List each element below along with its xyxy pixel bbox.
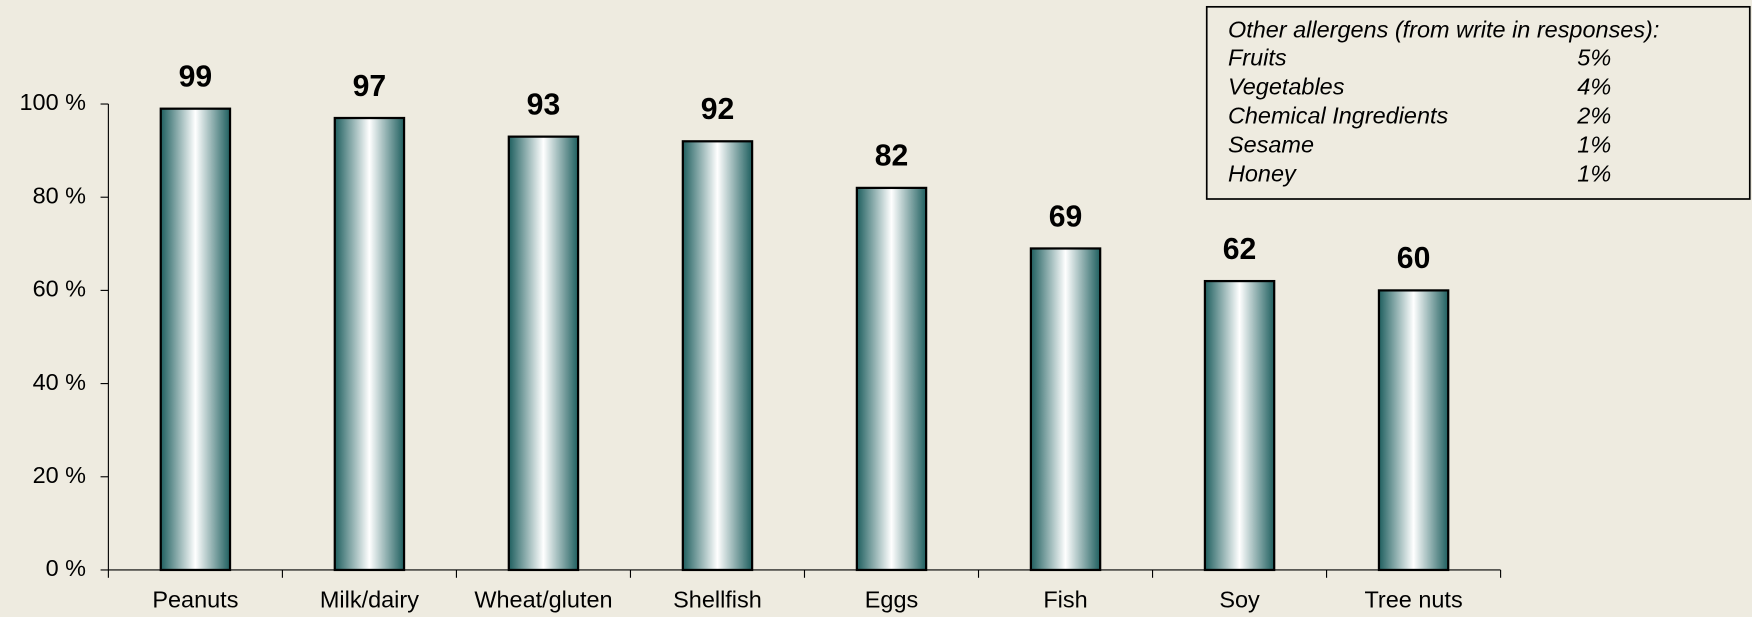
bar <box>507 135 580 572</box>
x-tick-label: Soy <box>1219 586 1260 612</box>
y-tick-label: 80 % <box>33 182 87 208</box>
bar <box>1203 279 1276 572</box>
bar <box>855 186 928 572</box>
x-tick-label: Shellfish <box>673 586 762 612</box>
value-label: 99 <box>179 60 213 93</box>
annotation-value: 4% <box>1577 74 1611 100</box>
value-label: 69 <box>1049 200 1083 233</box>
annotation-value: 1% <box>1577 161 1611 187</box>
annotation-box <box>1205 5 1751 200</box>
y-tick-label: 0 % <box>46 555 87 581</box>
x-tick-label: Eggs <box>865 586 918 612</box>
x-tick-label: Milk/dairy <box>320 586 419 612</box>
annotation-item: Fruits <box>1228 45 1287 71</box>
bar <box>1377 289 1450 572</box>
annotation-value: 1% <box>1577 132 1611 158</box>
bar <box>333 116 406 572</box>
annotation-value: 5% <box>1577 45 1611 71</box>
value-label: 60 <box>1397 242 1431 275</box>
annotation-item: Vegetables <box>1228 74 1345 100</box>
value-label: 92 <box>701 93 735 126</box>
x-tick-label: Wheat/gluten <box>474 586 612 612</box>
y-tick-label: 40 % <box>33 369 87 395</box>
value-label: 93 <box>527 88 561 121</box>
value-label: 82 <box>875 140 909 173</box>
y-tick-label: 20 % <box>33 462 87 488</box>
value-label: 62 <box>1223 233 1257 266</box>
annotation-item: Chemical Ingredients <box>1228 103 1449 129</box>
annotation-title: Other allergens (from write in responses… <box>1228 17 1659 43</box>
y-tick-label: 60 % <box>33 276 87 302</box>
value-label: 97 <box>353 70 387 103</box>
x-tick-label: Tree nuts <box>1364 586 1462 612</box>
annotation-value: 2% <box>1576 103 1611 129</box>
bar <box>681 140 754 572</box>
annotation-item: Honey <box>1228 161 1297 187</box>
bar <box>1029 247 1102 572</box>
x-tick-label: Peanuts <box>152 586 238 612</box>
bar <box>159 107 232 572</box>
annotation-item: Sesame <box>1228 132 1314 158</box>
x-tick-label: Fish <box>1043 586 1087 612</box>
y-tick-label: 100 % <box>20 89 87 115</box>
